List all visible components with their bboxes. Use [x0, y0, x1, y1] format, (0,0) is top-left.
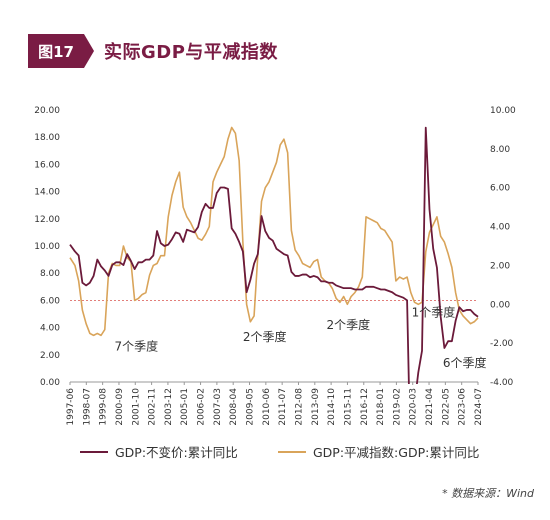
x-tick-label: 2016-12	[360, 388, 370, 426]
x-tick-label: 2023-06	[458, 388, 468, 426]
legend-swatch-gdp	[80, 450, 108, 453]
x-tick-label: 1997-06	[66, 388, 76, 426]
legend-item-deflator: GDP:平减指数:GDP:累计同比	[278, 442, 479, 461]
annotation-label: 6个季度	[443, 355, 487, 370]
x-tick-label: 2018-01	[376, 388, 386, 426]
y-left-tick-label: 12.00	[34, 215, 60, 225]
x-tick-label: 2015-11	[343, 388, 353, 426]
annotation-label: 2个季度	[326, 317, 370, 332]
x-tick-label: 2014-10	[327, 388, 337, 426]
x-tick-label: 2005-01	[180, 388, 190, 426]
y-left-tick-label: 10.00	[34, 242, 60, 252]
y-left-tick-label: 16.00	[34, 160, 60, 170]
legend-swatch-deflator	[278, 450, 306, 453]
legend-label-deflator: GDP:平减指数:GDP:累计同比	[313, 445, 480, 460]
x-tick-label: 2011-07	[278, 388, 288, 426]
legend-label-gdp: GDP:不变价:累计同比	[115, 445, 238, 460]
source-note: * 数据来源：Wind	[442, 487, 534, 500]
annotation-label: 7个季度	[114, 339, 158, 354]
series-line-deflator	[69, 126, 479, 337]
y-left-tick-label: 0.00	[40, 378, 60, 388]
x-tick-label: 2000-09	[115, 388, 125, 426]
series-line-gdp	[69, 126, 479, 384]
y-right-tick-label: 2.00	[490, 261, 510, 271]
y-left-tick-label: 4.00	[40, 324, 60, 334]
y-right-tick-label: 0.00	[490, 300, 510, 310]
y-right-tick-label: -4.00	[490, 378, 514, 388]
chart-canvas: 0.00 2.00 4.00 6.00 8.00 10.00 12.00 14.00 16.00…	[34, 106, 516, 426]
x-tick-label: 2024-07	[474, 388, 484, 426]
x-tick-label: 1999-08	[99, 388, 109, 426]
y-left-tick-label: 14.00	[34, 188, 60, 198]
badge-arrow-tip	[84, 34, 94, 68]
x-tick-label: 2008-04	[229, 388, 239, 426]
x-tick-label: 2007-03	[213, 388, 223, 426]
y-left-tick-label: 20.00	[34, 106, 60, 116]
y-right-tick-label: 4.00	[490, 223, 510, 233]
figure-number-text: 图17	[38, 42, 74, 61]
x-tick-label: 2003-12	[164, 388, 174, 426]
figure-title: 实际GDP与平减指数	[104, 42, 278, 63]
y-right-tick-label: 10.00	[490, 106, 516, 116]
annotation-label: 1个季度	[412, 305, 456, 320]
x-tick-label: 2012-08	[294, 388, 304, 426]
x-tick-label: 1998-07	[82, 388, 92, 426]
x-tick-label: 2006-02	[197, 388, 207, 426]
y-left-tick-label: 2.00	[40, 351, 60, 361]
x-tick-label: 2019-02	[392, 388, 402, 426]
y-left-tick-label: 18.00	[34, 133, 60, 143]
figure-number-badge: 图17	[28, 34, 84, 68]
y-right-tick-label: 6.00	[490, 184, 510, 194]
x-tick-label: 2021-04	[425, 388, 435, 426]
x-tick-label: 2009-05	[246, 388, 256, 426]
x-tick-label: 2022-05	[441, 388, 451, 426]
legend-item-gdp: GDP:不变价:累计同比	[80, 442, 238, 461]
y-right-tick-label: -2.00	[490, 339, 514, 349]
y-right-tick-label: 8.00	[490, 145, 510, 155]
x-tick-label: 2013-09	[311, 388, 321, 426]
x-tick-label: 2002-11	[148, 388, 158, 426]
x-tick-label: 2020-03	[409, 388, 419, 426]
x-tick-label: 2001-10	[131, 388, 141, 426]
x-tick-label: 2010-06	[262, 388, 272, 426]
y-left-tick-label: 8.00	[40, 269, 60, 279]
y-left-tick-label: 6.00	[40, 296, 60, 306]
annotation-label: 2个季度	[243, 329, 287, 344]
